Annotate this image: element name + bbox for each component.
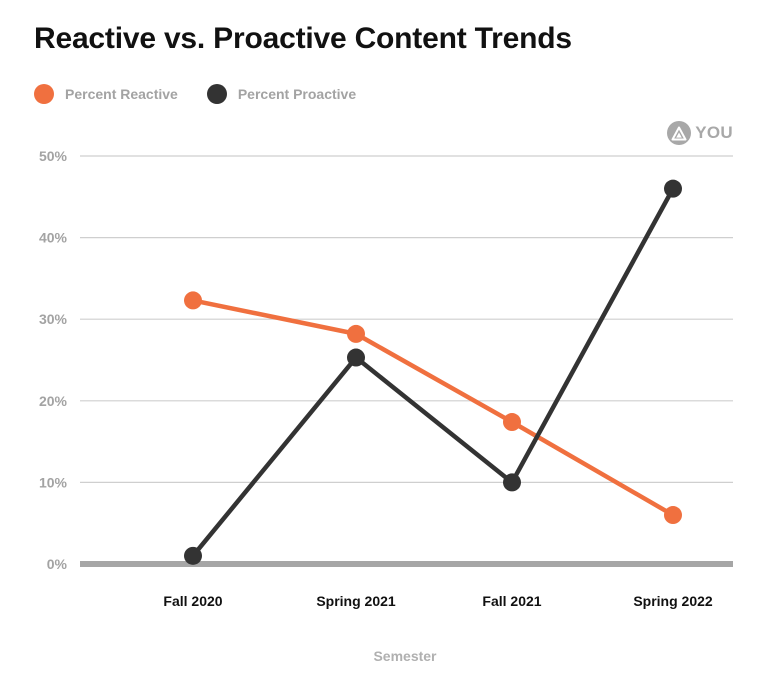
data-point-proactive <box>347 348 365 367</box>
triangle-logo-icon <box>667 121 692 145</box>
data-point-reactive <box>184 291 202 310</box>
y-tick-label: 50% <box>39 148 68 164</box>
legend-label-proactive: Percent Proactive <box>237 86 357 102</box>
data-point-proactive <box>503 473 521 492</box>
y-tick-labels: 0% 10% 20% 30% 40% 50% <box>39 148 68 572</box>
gridlines <box>80 155 733 567</box>
x-tick-label: Spring 2021 <box>316 593 396 609</box>
legend-label-reactive: Percent Reactive <box>65 86 178 102</box>
series-line-reactive <box>190 298 676 518</box>
y-tick-label: 10% <box>39 474 68 490</box>
y-tick-label: 0% <box>47 556 68 572</box>
x-tick-labels: Fall 2020 Spring 2021 Fall 2021 Spring 2022 <box>163 593 712 609</box>
legend-swatch-proactive <box>206 84 227 104</box>
data-point-proactive <box>664 179 682 198</box>
y-tick-label: 30% <box>39 311 68 327</box>
legend: Percent Reactive Percent Proactive <box>34 84 385 104</box>
legend-item-proactive: Percent Proactive <box>206 84 357 104</box>
series-line-proactive <box>190 186 676 559</box>
y-tick-label: 20% <box>39 393 68 409</box>
y-tick-label: 40% <box>39 230 68 246</box>
data-point-proactive <box>184 546 202 565</box>
data-point-reactive <box>664 506 682 525</box>
x-tick-label: Fall 2021 <box>482 593 541 609</box>
x-tick-label: Fall 2020 <box>163 593 222 609</box>
series-lines <box>184 179 682 565</box>
chart-title: Reactive vs. Proactive Content Trends <box>34 22 572 55</box>
x-tick-label: Spring 2022 <box>633 593 713 609</box>
x-axis-title: Semester <box>373 648 437 664</box>
brand-text: YOU <box>695 123 733 142</box>
brand-logo: YOU <box>667 121 733 145</box>
legend-swatch-reactive <box>34 84 54 104</box>
data-point-reactive <box>347 324 365 343</box>
data-point-reactive <box>503 413 521 432</box>
legend-item-reactive: Percent Reactive <box>34 84 178 104</box>
